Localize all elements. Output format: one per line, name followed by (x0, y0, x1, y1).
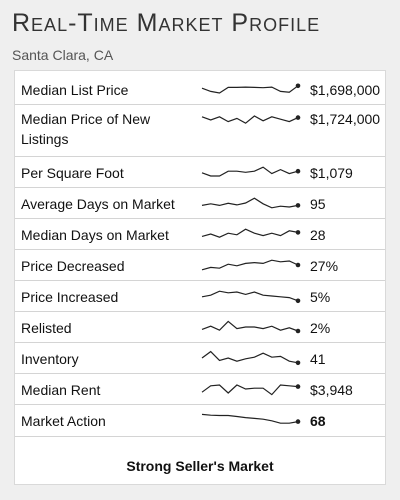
sparkline-end-dot (295, 168, 301, 174)
sparkline-chart (201, 320, 301, 334)
sparkline-end-dot (295, 115, 301, 120)
metric-label: Median Rent (21, 382, 101, 398)
metric-value: $1,698,000 (310, 82, 381, 98)
metric-label: Median Price of New Listings (21, 111, 151, 147)
sparkline-chart (201, 384, 301, 396)
sparkline-end-dot (295, 203, 301, 208)
metric-row: Average Days on Market 95 (15, 188, 385, 219)
sparkline-path (201, 350, 299, 364)
sparkline-path (201, 228, 299, 238)
sparkline-path (201, 197, 299, 209)
metric-label: Inventory (21, 351, 79, 367)
sparkline-chart (201, 228, 301, 238)
sparkline-chart (201, 197, 301, 209)
sparkline-path (201, 259, 299, 271)
metric-row: Relisted 2% (15, 312, 385, 343)
metric-value: 95 (310, 196, 326, 212)
sparkline-chart (201, 259, 301, 271)
metric-value: 68 (310, 413, 326, 429)
sparkline-chart (201, 413, 301, 424)
metric-value: 2% (310, 320, 331, 336)
metric-value: $1,079 (310, 165, 353, 181)
page-title: Real-Time Market Profile (12, 9, 321, 37)
sparkline-path (201, 115, 299, 124)
location-subtitle: Santa Clara, CA (12, 47, 114, 63)
metric-label: Median Days on Market (21, 227, 169, 243)
metric-row: Median List Price $1,698,000 (15, 74, 385, 105)
sparkline-end-dot (295, 83, 301, 89)
sparkline-chart (201, 290, 301, 304)
sparkline-path (201, 290, 299, 302)
sparkline-end-dot (295, 298, 301, 304)
sparkline-chart (201, 83, 301, 94)
market-summary: Strong Seller's Market (126, 458, 274, 474)
sparkline-path (201, 85, 299, 94)
metric-row: Per Square Foot $1,079 (15, 157, 385, 188)
metric-value: $1,724,000 (310, 111, 381, 127)
sparkline-end-dot (295, 230, 301, 235)
metric-label: Per Square Foot (21, 165, 124, 181)
metric-row: Inventory 41 (15, 343, 385, 374)
sparkline-chart (201, 350, 301, 366)
metric-label: Median List Price (21, 82, 129, 98)
header: Real-Time Market Profile Santa Clara, CA (12, 8, 320, 63)
metrics-table: Median List Price $1,698,000 Median Price … (15, 74, 385, 437)
sparkline-end-dot (295, 328, 301, 334)
sparkline-chart (201, 115, 301, 124)
metric-label: Relisted (21, 320, 72, 336)
sparkline-path (201, 384, 299, 396)
metric-row: Price Increased 5% (15, 281, 385, 312)
sparkline-path (201, 413, 299, 424)
metric-label: Price Decreased (21, 258, 125, 274)
metric-row: Market Action 68 (15, 405, 385, 437)
sparkline-end-dot (295, 262, 301, 268)
market-profile-card: Median List Price $1,698,000 Median Price … (14, 70, 386, 485)
sparkline-end-dot (295, 384, 301, 389)
metric-value: 41 (310, 351, 326, 367)
sparkline-chart (201, 166, 301, 177)
metric-row: Median Price of New Listings $1,724,000 (15, 105, 385, 157)
sparkline-path (201, 166, 299, 177)
metric-value: 5% (310, 289, 331, 305)
metric-row: Price Decreased 27% (15, 250, 385, 281)
metric-label: Price Increased (21, 289, 119, 305)
metric-label: Market Action (21, 413, 106, 429)
metric-value: 27% (310, 258, 339, 274)
metric-label: Average Days on Market (21, 196, 175, 212)
metric-row: Median Rent $3,948 (15, 374, 385, 405)
sparkline-end-dot (295, 419, 301, 424)
metric-row: Median Days on Market 28 (15, 219, 385, 250)
metric-value: $3,948 (310, 382, 353, 398)
metric-value: 28 (310, 227, 326, 243)
sparkline-path (201, 320, 299, 332)
sparkline-end-dot (295, 360, 301, 366)
